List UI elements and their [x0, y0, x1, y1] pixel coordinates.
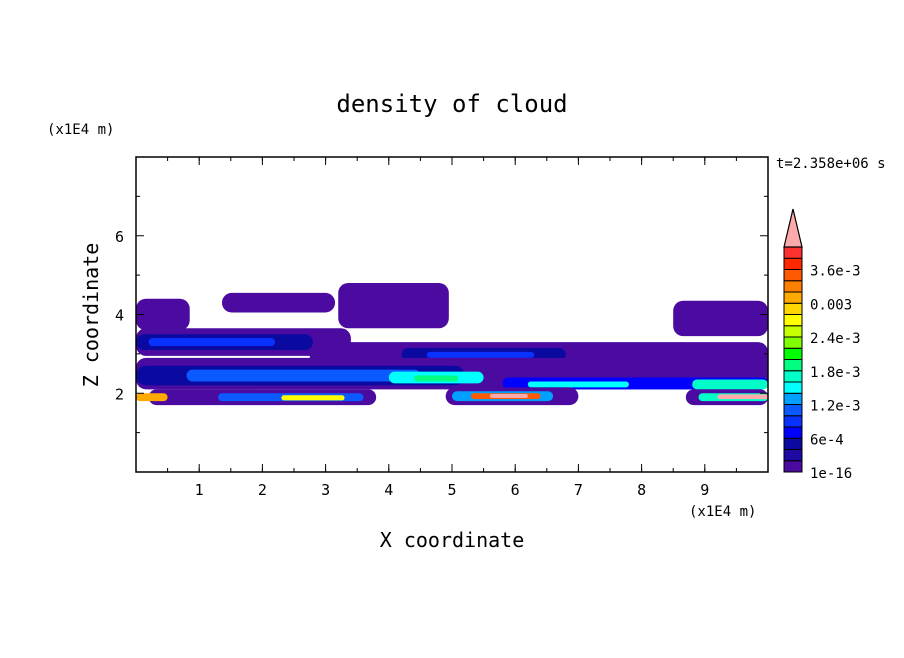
colorbar-box-16: [783, 280, 803, 293]
colorbar-box-0: [783, 460, 803, 473]
colorbar-box-10: [783, 347, 803, 360]
colorbar-extend-triangle: [783, 208, 803, 248]
contour-region-17: [692, 379, 768, 390]
contour-region-3: [673, 300, 768, 337]
x-tick-label: 9: [700, 481, 709, 499]
plot-area: [136, 283, 768, 406]
colorbar-box-12: [783, 325, 803, 338]
colorbar-box-9: [783, 359, 803, 372]
x-tick-label: 1: [195, 481, 204, 499]
contour-region-9: [426, 351, 535, 358]
colorbar-box-18: [783, 257, 803, 270]
colorbar-tick-label: 1e-16: [810, 466, 852, 482]
contour-region-25: [489, 394, 528, 398]
colorbar-tick-label: 0.003: [810, 297, 852, 313]
y-tick-label: 2: [115, 385, 124, 403]
contour-region-21: [136, 393, 168, 402]
colorbar-box-3: [783, 426, 803, 439]
contour-region-12: [186, 369, 421, 382]
y-tick-label: 4: [115, 307, 124, 325]
y-unit-label: (x1E4 m): [47, 122, 114, 138]
axes: 1 2 3 4 5 6 7 8 9 2 4 6: [115, 156, 769, 499]
x-tick-label: 4: [384, 481, 393, 499]
chart-title: density of cloud: [336, 90, 567, 118]
colorbar-box-6: [783, 392, 803, 405]
contour-region-28: [717, 394, 768, 400]
colorbar-box-8: [783, 370, 803, 383]
x-unit-label: (x1E4 m): [689, 504, 756, 520]
contour-region-16: [527, 381, 629, 388]
time-label: t=2.358e+06 s: [776, 156, 886, 172]
colorbar-box-15: [783, 291, 803, 304]
contour-region-1: [221, 292, 336, 313]
colorbar-box-7: [783, 381, 803, 394]
colorbar-box-17: [783, 269, 803, 282]
colorbar-tick-label: 1.2e-3: [810, 399, 861, 415]
contour-region-0: [136, 298, 190, 331]
colorbar-box-1: [783, 449, 803, 462]
colorbar: 1e-16 6e-4 1.2e-3 1.8e-3 2.4e-3 0.003 3.6e-3: [783, 208, 861, 482]
colorbar-box-4: [783, 415, 803, 428]
x-tick-label: 3: [321, 481, 330, 499]
colorbar-tick-label: 1.8e-3: [810, 365, 861, 381]
contour-region-6: [148, 338, 276, 346]
colorbar-tick-label: 2.4e-3: [810, 331, 861, 347]
y-axis-label: Z coordinate: [79, 243, 103, 388]
x-tick-label: 6: [511, 481, 520, 499]
colorbar-tick-label: 6e-4: [810, 432, 844, 448]
colorbar-tick-label: 3.6e-3: [810, 264, 861, 280]
x-tick-label: 5: [447, 481, 456, 499]
colorbar-box-5: [783, 404, 803, 417]
contour-region-2: [338, 283, 449, 329]
contour-region-20: [281, 395, 345, 401]
contour-region-14: [414, 375, 459, 382]
colorbar-box-11: [783, 336, 803, 349]
x-axis-label: X coordinate: [380, 528, 525, 552]
x-tick-label: 8: [637, 481, 646, 499]
x-tick-label: 2: [258, 481, 267, 499]
y-tick-label: 6: [115, 228, 124, 246]
colorbar-box-19: [783, 246, 803, 259]
x-tick-label: 7: [574, 481, 583, 499]
colorbar-box-14: [783, 302, 803, 315]
colorbar-box-13: [783, 314, 803, 327]
colorbar-box-2: [783, 437, 803, 450]
